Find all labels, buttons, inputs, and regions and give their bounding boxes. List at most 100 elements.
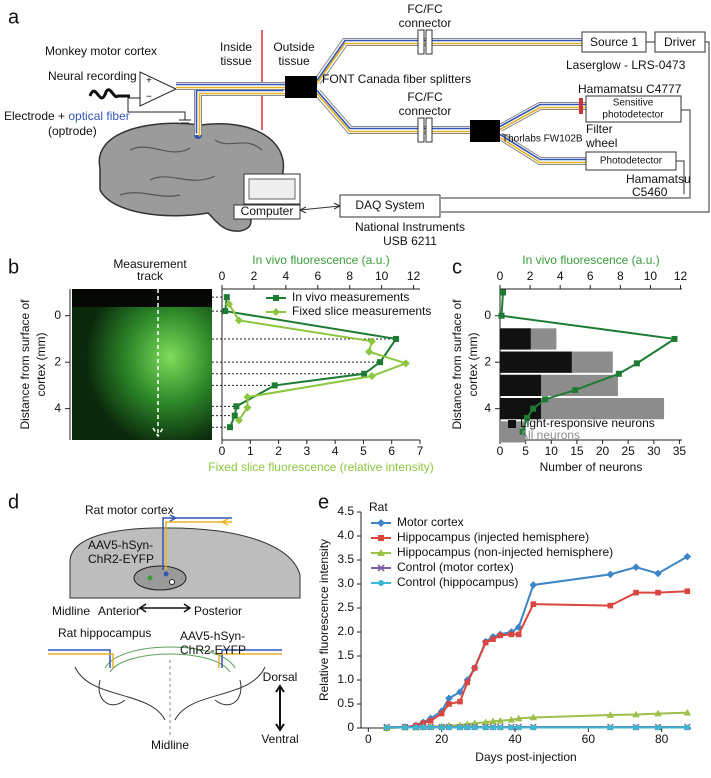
label: DAQ System [355,198,424,212]
panel-label: e [318,491,329,513]
x-tick-label: 5 [360,444,367,458]
point [234,416,243,425]
legend-swatch [508,432,516,440]
x2-tick-label: 4 [283,269,290,283]
track-arrow [152,289,164,438]
x-tick-label: 6 [388,444,395,458]
connector [417,117,425,143]
bar [500,374,542,397]
point [464,724,471,731]
point [402,724,408,731]
point [438,724,445,731]
diagram-a: Monkey motor cortex Neural recording Ele… [4,2,710,248]
x-tick-label: 80 [655,732,669,746]
label: Rat hippocampus [58,626,151,640]
label: Dorsal [263,670,298,684]
fiber [48,649,282,668]
point [420,724,427,731]
point [507,716,516,723]
point [497,632,504,639]
legend-marker [273,295,279,301]
label: optical fiber [68,109,129,123]
wire [441,41,710,213]
point [655,724,661,731]
point [226,424,233,431]
splitter [470,120,500,142]
brain-sulci [119,139,263,197]
y-tick-label: 0 [484,308,491,322]
point [615,370,622,377]
image-label: track [137,269,164,283]
label: Monkey motor cortex [45,44,157,58]
point [464,679,471,686]
x2-tick-label: 0 [497,269,504,283]
image-label: Measurement [113,257,187,271]
point [446,701,452,707]
x-tick-label: 20 [435,732,449,746]
x-tick-label: 40 [508,732,522,746]
point [633,589,639,596]
legend-marker [378,580,384,586]
point [684,588,691,594]
x-tick-label: 35 [673,444,687,458]
label: Source 1 [590,35,638,49]
y-axis-label: Distance from surface of [18,299,32,430]
point [471,724,478,731]
label: connector [399,104,452,118]
x2-tick-label: 6 [314,269,321,283]
point [530,601,537,607]
fiber [48,653,282,668]
point [383,724,390,731]
point [365,347,374,356]
panel-label: d [8,491,19,513]
point [633,360,640,367]
label: Laserglow - LRS-0473 [566,58,686,72]
y-tick-label: 0 [347,720,354,734]
fiber [165,521,232,570]
x-tick-label: 30 [647,444,661,458]
label: Hamamatsu [626,172,691,186]
point [445,694,453,703]
series-line [386,590,688,729]
x-tick-label: 0 [219,444,226,458]
point [498,312,505,319]
x2-tick-label: 10 [375,269,389,283]
tissue-surface [72,289,212,307]
point [572,387,579,394]
neural-trace [88,88,130,100]
point [607,724,614,731]
point [482,639,489,646]
cell [147,575,153,581]
point [243,403,252,412]
y-tick-label: 2.0 [337,624,354,638]
label: Electrode + [4,109,68,123]
x-tick-label: 15 [570,444,584,458]
legend-label: Light-responsive neurons [520,416,655,430]
point [508,631,515,638]
point [632,563,640,571]
legend-label: Hippocampus (non-injected hemisphere) [397,545,613,559]
y-tick-label: 4 [54,401,61,415]
point [367,337,376,346]
point [529,713,538,721]
x2-axis-label: In vivo fluorescence (a.u.) [252,253,389,267]
legend-label: Fixed slice measurements [292,304,431,318]
label: National Instruments [355,220,465,234]
point [393,335,400,342]
point [606,570,615,579]
point [530,724,537,731]
label: − [146,92,152,103]
label: Midline [52,604,90,618]
y-tick-label: 3.0 [337,576,354,590]
point [420,720,427,726]
point [471,665,478,671]
legend-label: All neurons [520,428,580,442]
point [542,396,549,403]
x-tick-label: 5 [522,444,529,458]
label: Inside [220,40,252,54]
amplifier [139,71,178,107]
point [497,724,504,731]
rat-brain [69,527,301,599]
point [457,724,463,731]
point [524,414,531,421]
